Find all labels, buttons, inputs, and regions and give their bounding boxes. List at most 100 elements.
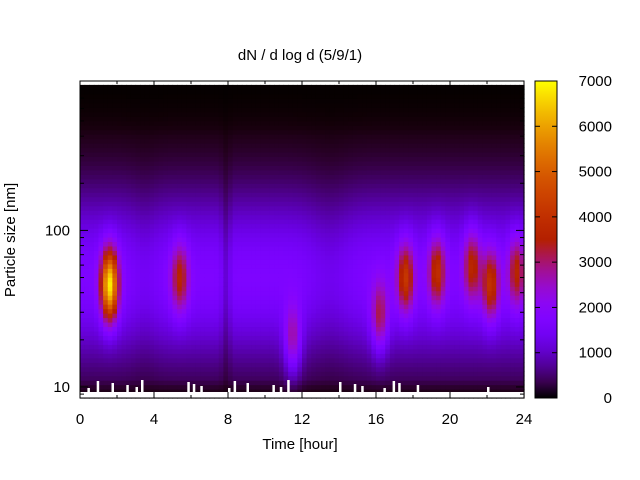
heatmap-cell [302, 219, 308, 225]
heatmap-cell [186, 236, 192, 243]
heatmap-cell [399, 116, 405, 122]
heatmap-cell [149, 102, 155, 108]
heatmap-cell [204, 178, 211, 184]
heatmap-cell [265, 286, 271, 292]
heatmap-cell [306, 326, 312, 332]
heatmap-cell [292, 353, 298, 359]
heatmap-cell [232, 375, 238, 381]
heatmap-cell [167, 98, 174, 104]
heatmap-cell [93, 263, 100, 269]
heatmap-cell [195, 236, 201, 243]
heatmap-cell [334, 120, 340, 126]
heatmap-cell [167, 330, 174, 336]
heatmap-cell [112, 313, 118, 319]
heatmap-cell [172, 371, 178, 377]
heatmap-cell [260, 93, 266, 99]
heatmap-cell [181, 335, 187, 341]
heatmap-cell [93, 196, 100, 202]
heatmap-cell [214, 84, 220, 90]
heatmap-cell [172, 201, 178, 207]
heatmap-cell [214, 107, 220, 113]
heatmap-cell [292, 120, 298, 126]
heatmap-cell [269, 330, 275, 336]
heatmap-cell [343, 321, 349, 328]
heatmap-cell [297, 219, 303, 225]
heatmap-cell [107, 93, 113, 99]
heatmap-cell [181, 129, 187, 135]
heatmap-cell [218, 120, 224, 126]
heatmap-cell [339, 348, 345, 354]
heatmap-cell [269, 344, 275, 350]
heatmap-cell [343, 380, 349, 386]
heatmap-cell [98, 192, 104, 198]
heatmap-cell [140, 259, 146, 265]
heatmap-cell [80, 84, 86, 90]
heatmap-cell [255, 89, 261, 95]
heatmap-cell [149, 304, 155, 310]
heatmap-cell [241, 281, 248, 287]
heatmap-cell [265, 178, 271, 184]
heatmap-cell [204, 84, 211, 90]
heatmap-cell [191, 236, 197, 243]
heatmap-cell [186, 241, 192, 247]
heatmap-cell [241, 232, 248, 238]
heatmap-cell [292, 317, 298, 323]
heatmap-cell [283, 241, 289, 247]
heatmap-cell [93, 156, 100, 162]
heatmap-cell [167, 187, 174, 193]
heatmap-cell [117, 169, 123, 175]
heatmap-cell [366, 138, 372, 144]
heatmap-cell [117, 138, 123, 144]
heatmap-cell [140, 210, 146, 216]
heatmap-cell [200, 174, 206, 180]
heatmap-cell [371, 330, 377, 336]
heatmap-cell [274, 380, 280, 386]
heatmap-cell [251, 380, 257, 386]
heatmap-cell [357, 102, 363, 108]
heatmap-cell [380, 156, 386, 162]
heatmap-cell [237, 84, 243, 90]
heatmap-cell [366, 290, 372, 296]
heatmap-cell [186, 335, 192, 341]
heatmap-cell [376, 241, 382, 247]
heatmap-cell [311, 134, 317, 140]
heatmap-cell [380, 169, 386, 175]
heatmap-cell [292, 339, 298, 345]
heatmap-cell [195, 353, 201, 359]
heatmap-cell [98, 339, 104, 345]
heatmap-cell [167, 389, 174, 395]
heatmap-cell [237, 321, 243, 328]
heatmap-cell [214, 330, 220, 336]
heatmap-cell [107, 89, 113, 95]
heatmap-cell [214, 116, 220, 122]
heatmap-cell [204, 107, 211, 113]
heatmap-cell [140, 313, 146, 319]
heatmap-cell [135, 196, 141, 202]
heatmap-cell [348, 84, 354, 90]
heatmap-cell [251, 210, 257, 216]
heatmap-cell [362, 143, 368, 149]
heatmap-cell [269, 263, 275, 269]
heatmap-cell [376, 174, 382, 180]
heatmap-cell [200, 98, 206, 104]
heatmap-cell [204, 116, 211, 122]
heatmap-cell [218, 254, 224, 260]
heatmap-cell [112, 196, 118, 202]
heatmap-cell [223, 380, 229, 386]
heatmap-cell [255, 277, 261, 283]
heatmap-cell [107, 371, 113, 377]
heatmap-cell [140, 371, 146, 377]
heatmap-cell [389, 304, 396, 310]
heatmap-cell [140, 290, 146, 296]
heatmap-cell [292, 160, 298, 166]
heatmap-cell [149, 210, 155, 216]
heatmap-cell [172, 174, 178, 180]
heatmap-cell [288, 93, 294, 99]
heatmap-cell [126, 236, 132, 243]
heatmap-cell [98, 156, 104, 162]
heatmap-cell [158, 384, 164, 390]
heatmap-cell [241, 330, 248, 336]
heatmap-cell [232, 254, 238, 260]
heatmap-cell [209, 174, 215, 180]
heatmap-cell [288, 286, 294, 292]
